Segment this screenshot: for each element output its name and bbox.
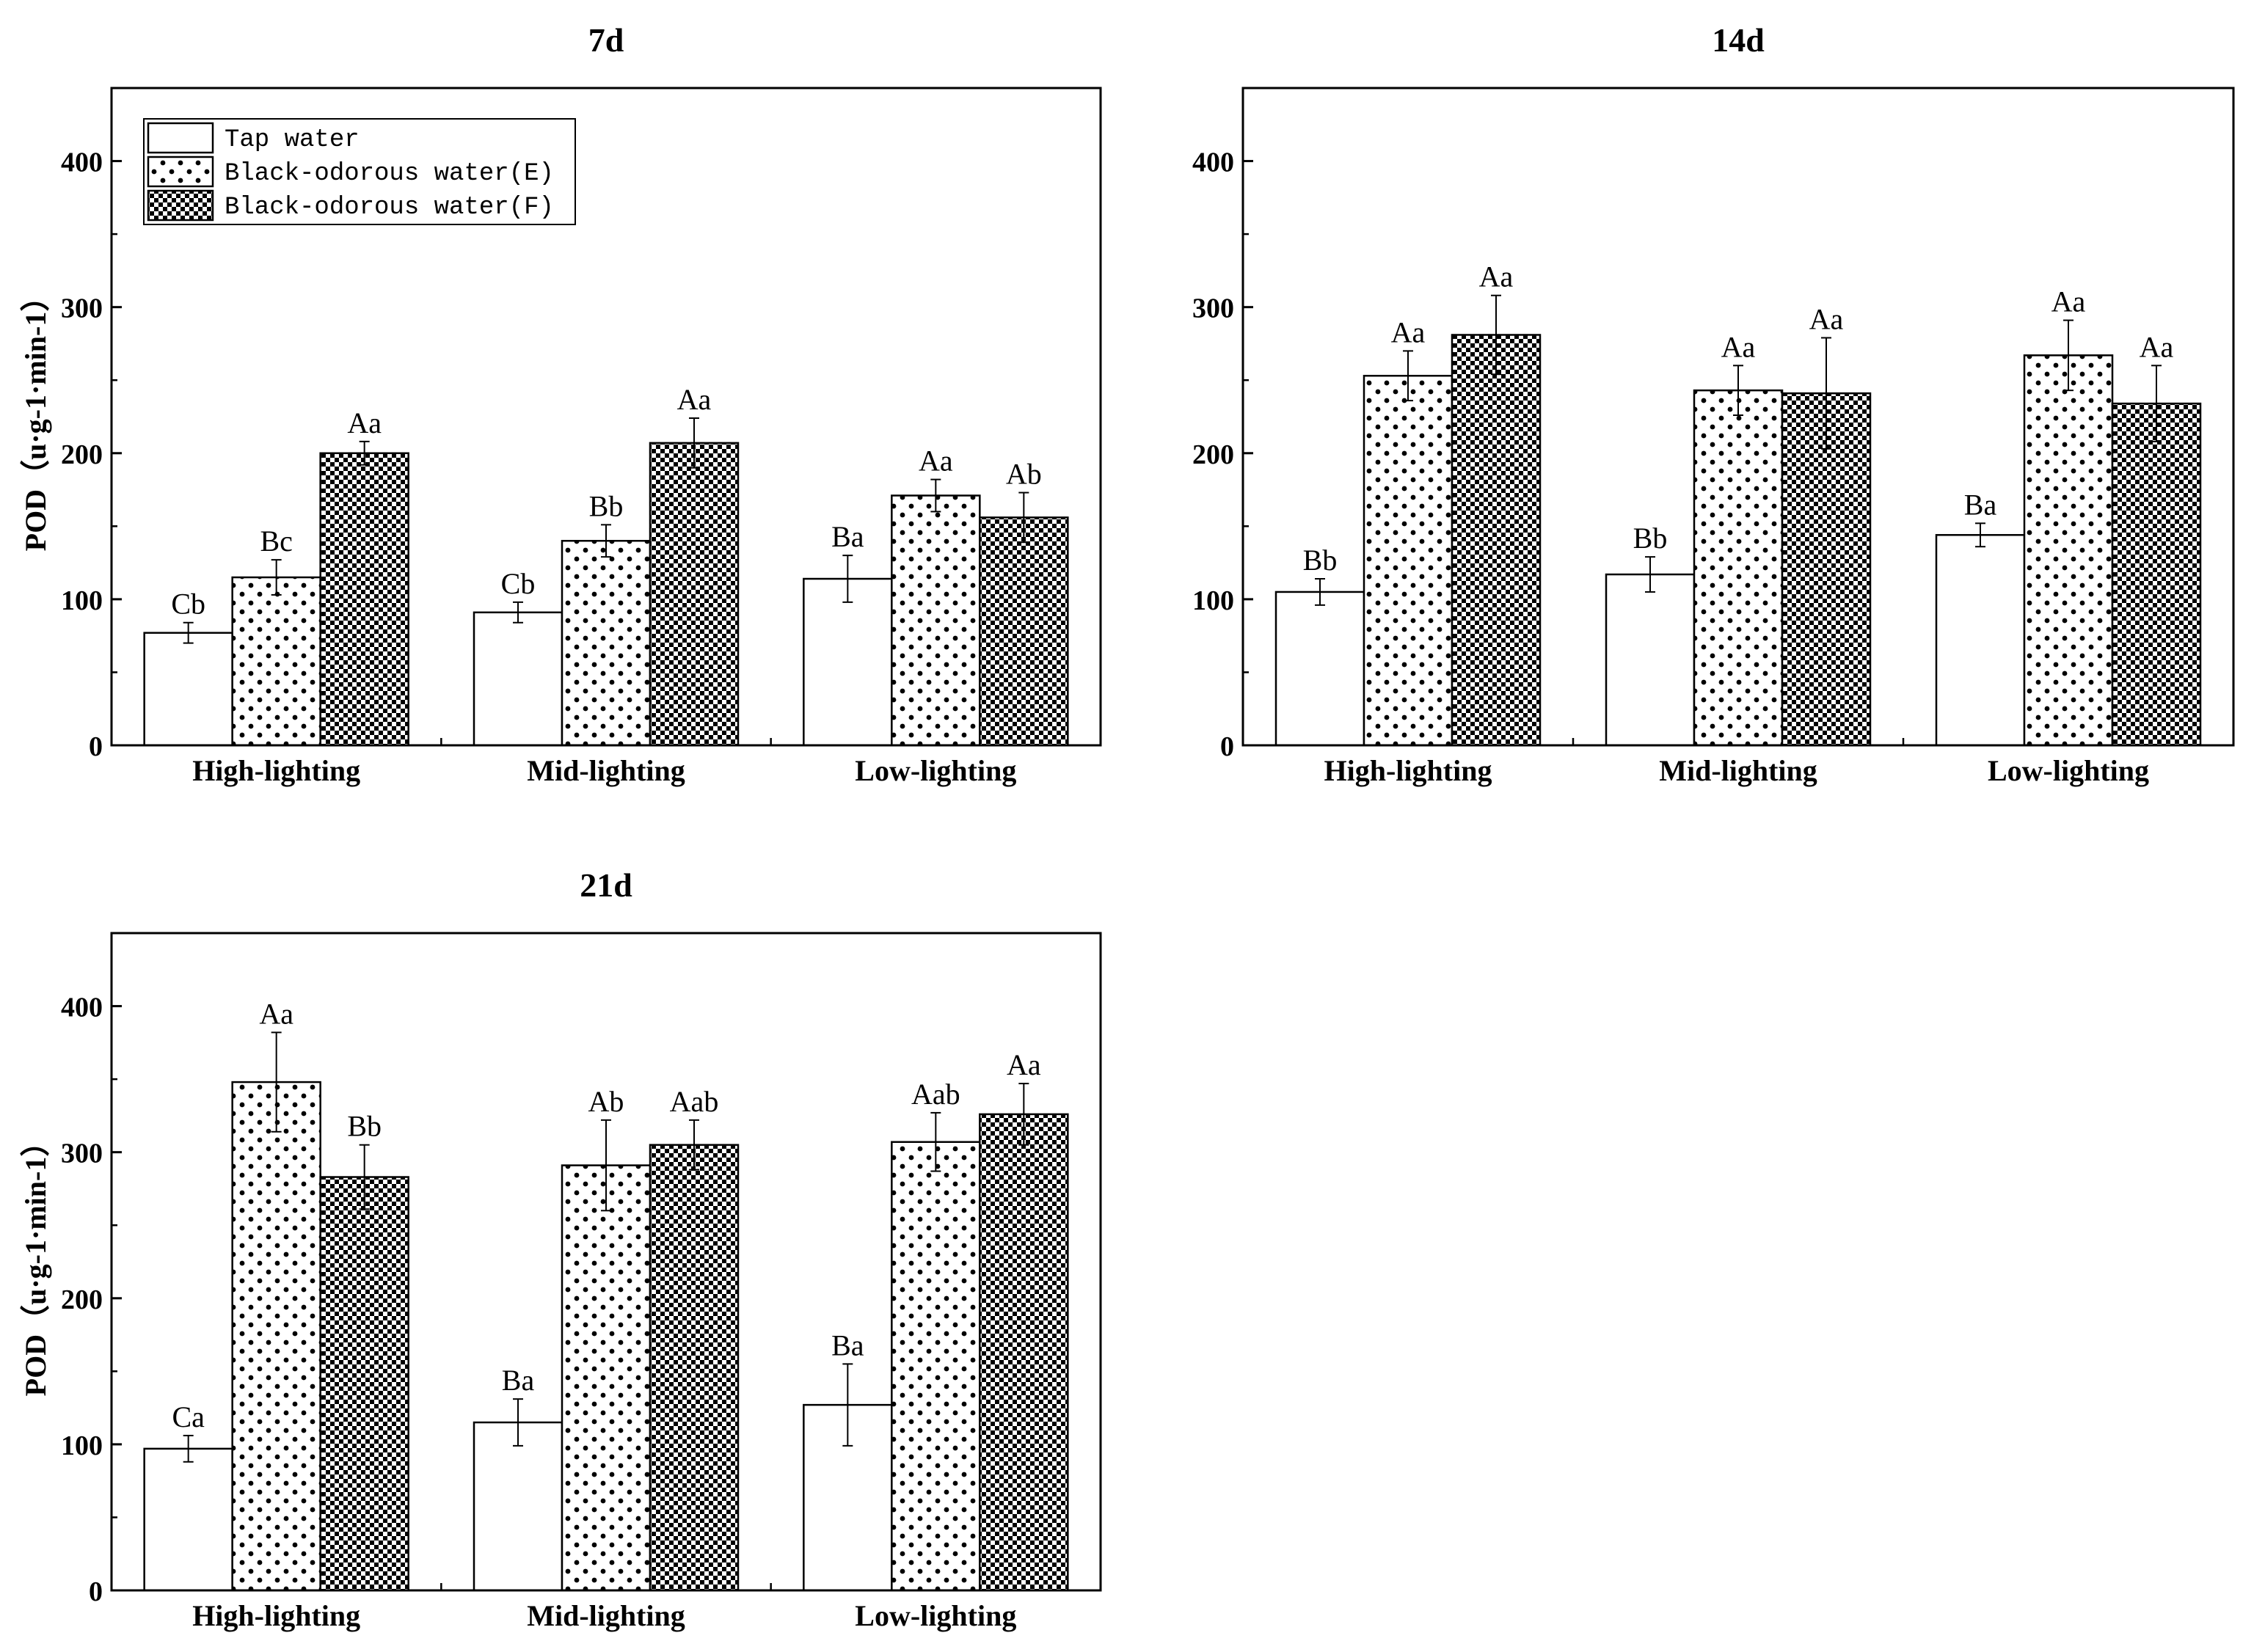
y-tick-label: 0 <box>89 731 103 762</box>
bar-Mid-lighting-series-2 <box>561 539 652 747</box>
bar-High-lighting-series-3 <box>319 452 409 747</box>
plot-frame <box>110 87 1102 747</box>
bar-Mid-lighting-series-1 <box>473 1421 564 1592</box>
significance-label: Aa <box>347 406 382 439</box>
y-tick-label: 300 <box>61 293 103 324</box>
bar-Mid-lighting-series-3 <box>649 442 740 747</box>
legend-label: Black-odorous water(F) <box>225 194 554 222</box>
charts-root: 7d Cb Cb Ba Bc Bb Aa Aa Aa Ab 0 100 200 300 400 High-li… <box>19 21 2235 1632</box>
x-tick-label: Low-lighting <box>1988 754 2149 787</box>
significance-label: Aa <box>2140 330 2174 363</box>
bar-High-lighting-series-1 <box>1274 591 1365 747</box>
significance-label: Aa <box>1007 1048 1041 1081</box>
plot-frame <box>1241 87 2235 747</box>
significance-label: Aa <box>677 383 712 416</box>
y-tick-label: 0 <box>1220 731 1234 762</box>
x-tick-label: Mid-lighting <box>527 754 685 787</box>
bar-Low-lighting-series-2 <box>891 494 981 747</box>
legend-swatch <box>147 156 214 188</box>
chart-title: 7d <box>588 21 624 59</box>
y-tick-label: 100 <box>1192 585 1234 616</box>
significance-label: Ba <box>1964 488 1997 521</box>
bar-High-lighting-series-2 <box>231 576 321 747</box>
significance-label: Ab <box>588 1085 624 1118</box>
y-tick-label: 200 <box>61 439 103 470</box>
legend-swatch <box>147 122 214 154</box>
x-tick-label: Mid-lighting <box>1659 754 1817 787</box>
chart-panel-7d: 7d Cb Cb Ba Bc Bb Aa Aa Aa Ab 0 100 200 300 400 High-li… <box>19 21 1102 787</box>
bar-Low-lighting-series-3 <box>979 516 1069 747</box>
plot-frame <box>110 932 1102 1592</box>
bar-Mid-lighting-series-1 <box>1605 573 1696 747</box>
y-tick-label: 100 <box>61 1430 103 1461</box>
chart-title: 21d <box>580 866 632 904</box>
y-tick-label: 300 <box>61 1139 103 1169</box>
significance-label: Bc <box>260 525 292 558</box>
significance-label: Bb <box>347 1110 382 1143</box>
x-tick-label: Mid-lighting <box>527 1599 685 1632</box>
y-axis-label: POD（u·g-1·min-1） <box>19 1127 52 1397</box>
x-tick-label: Low-lighting <box>855 754 1016 787</box>
legend-label: Black-odorous water(E) <box>225 160 554 188</box>
bar-High-lighting-series-1 <box>143 632 233 747</box>
significance-label: Aa <box>919 445 953 478</box>
significance-label: Aa <box>2051 285 2086 318</box>
x-tick-label: High-lighting <box>1324 754 1492 787</box>
y-tick-label: 400 <box>61 993 103 1023</box>
significance-label: Ba <box>831 520 864 553</box>
significance-label: Ab <box>1006 458 1042 491</box>
bar-High-lighting-series-2 <box>1363 374 1454 747</box>
legend-box <box>143 118 576 225</box>
legend: Tap water Black-odorous water(E) Black-odo… <box>143 118 576 225</box>
bar-Mid-lighting-series-3 <box>649 1144 740 1592</box>
significance-label: Aa <box>1391 315 1426 348</box>
y-tick-label: 100 <box>61 585 103 616</box>
bar-Low-lighting-series-2 <box>2023 354 2114 747</box>
significance-label: Bb <box>1303 544 1338 577</box>
chart-panel-21d: 21d Ca Ba Ba Aa Ab Aab Bb Aab Aa 0 100 200 300 400 High… <box>19 866 1102 1632</box>
y-tick-label: 200 <box>61 1284 103 1315</box>
y-tick-label: 300 <box>1192 293 1234 324</box>
bar-High-lighting-series-2 <box>231 1081 321 1592</box>
significance-label: Aa <box>259 997 293 1030</box>
legend-swatch <box>147 189 214 222</box>
x-tick-label: Low-lighting <box>855 1599 1016 1632</box>
significance-label: Ba <box>831 1328 864 1362</box>
significance-label: Aab <box>911 1078 960 1111</box>
significance-label: Aa <box>1721 330 1756 363</box>
bar-Mid-lighting-series-1 <box>473 611 564 747</box>
bar-Mid-lighting-series-3 <box>1781 392 1872 747</box>
bar-High-lighting-series-1 <box>143 1447 233 1592</box>
bar-Low-lighting-series-1 <box>803 577 893 747</box>
significance-label: Cb <box>171 588 205 621</box>
y-tick-label: 0 <box>89 1576 103 1607</box>
significance-label: Aa <box>1809 302 1844 335</box>
significance-label: Bb <box>589 489 624 522</box>
bar-Mid-lighting-series-2 <box>561 1164 652 1592</box>
bar-Mid-lighting-series-2 <box>1693 389 1784 747</box>
significance-label: Bb <box>1633 522 1668 555</box>
significance-label: Ba <box>502 1364 535 1397</box>
bar-High-lighting-series-3 <box>1451 334 1542 747</box>
bar-Low-lighting-series-3 <box>2111 402 2202 747</box>
bar-Low-lighting-series-1 <box>1935 534 2026 747</box>
x-tick-label: High-lighting <box>192 754 360 787</box>
y-axis-label: POD（u·g-1·min-1） <box>19 282 52 552</box>
significance-label: Ca <box>172 1400 205 1433</box>
y-tick-label: 200 <box>1192 439 1234 470</box>
legend-label: Tap water <box>225 126 360 154</box>
significance-label: Aa <box>1479 260 1514 293</box>
y-tick-label: 400 <box>1192 147 1234 178</box>
bar-High-lighting-series-3 <box>319 1176 409 1592</box>
bar-Low-lighting-series-2 <box>891 1141 981 1592</box>
chart-panel-14d: 14d Bb Bb Ba Aa Aa Aa Aa Aa Aa 0 100 200 300 400 High-l… <box>1192 21 2235 787</box>
y-tick-label: 400 <box>61 147 103 178</box>
bar-Low-lighting-series-3 <box>979 1113 1069 1592</box>
x-tick-label: High-lighting <box>192 1599 360 1632</box>
significance-label: Aab <box>670 1085 719 1118</box>
chart-title: 14d <box>1712 21 1765 59</box>
significance-label: Cb <box>501 567 536 600</box>
